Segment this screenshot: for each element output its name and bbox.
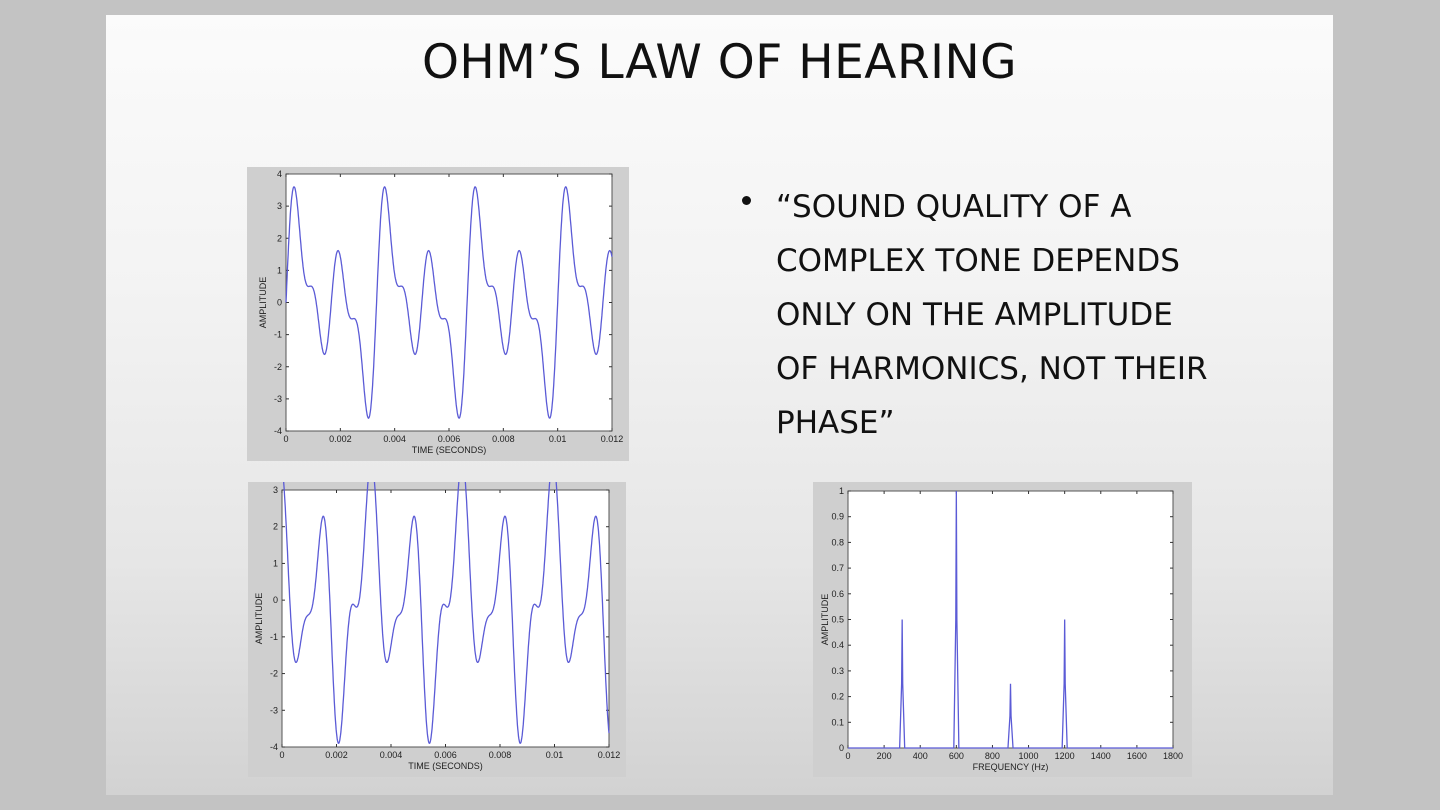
svg-text:3: 3 — [273, 485, 278, 495]
waveform-top-svg: 0 0.002 0.004 0.006 0.008 0.01 0.012 -4 -3 -2 -1 0 1… — [258, 169, 624, 455]
svg-text:2: 2 — [273, 522, 278, 532]
svg-text:TIME (SECONDS): TIME (SECONDS) — [412, 445, 487, 455]
spectrum-chart: 0 200 400 600 800 1000 1200 1400 1600 1800 0 0.1 0.2… — [813, 482, 1192, 777]
svg-text:-1: -1 — [274, 330, 282, 340]
svg-text:-4: -4 — [274, 426, 282, 436]
svg-text:0.8: 0.8 — [831, 537, 844, 547]
svg-text:-2: -2 — [270, 669, 278, 679]
slide-title: OHM’S LAW OF HEARING — [421, 35, 1018, 90]
bullet-icon — [742, 196, 751, 205]
svg-text:0.002: 0.002 — [329, 434, 352, 444]
svg-text:0: 0 — [845, 751, 850, 761]
svg-text:1200: 1200 — [1055, 751, 1075, 761]
quote-line: OF HARMONICS, NOT THEIR — [776, 351, 1208, 387]
svg-text:-4: -4 — [270, 742, 278, 752]
svg-text:3: 3 — [277, 201, 282, 211]
svg-text:1400: 1400 — [1091, 751, 1111, 761]
svg-text:800: 800 — [985, 751, 1000, 761]
svg-text:0.01: 0.01 — [549, 434, 567, 444]
waveform-bottom-svg: 0 0.002 0.004 0.006 0.008 0.01 0.012 -4 -3 -2 -1 0 1… — [254, 482, 621, 771]
svg-text:1800: 1800 — [1163, 751, 1183, 761]
svg-text:4: 4 — [277, 169, 282, 179]
svg-text:0.01: 0.01 — [546, 750, 564, 760]
svg-text:0.004: 0.004 — [380, 750, 403, 760]
svg-text:-1: -1 — [270, 632, 278, 642]
svg-text:0.012: 0.012 — [598, 750, 621, 760]
svg-text:0.6: 0.6 — [831, 589, 844, 599]
svg-text:0.008: 0.008 — [492, 434, 515, 444]
spectrum-svg: 0 200 400 600 800 1000 1200 1400 1600 1800 0 0.1 0.2… — [820, 486, 1183, 772]
svg-text:0.012: 0.012 — [601, 434, 624, 444]
svg-text:FREQUENCY (Hz): FREQUENCY (Hz) — [973, 762, 1049, 772]
svg-text:400: 400 — [913, 751, 928, 761]
svg-text:0.004: 0.004 — [383, 434, 406, 444]
svg-text:0.7: 0.7 — [831, 563, 844, 573]
svg-text:0.1: 0.1 — [831, 717, 844, 727]
quote-text: “SOUND QUALITY OF A COMPLEX TONE DEPENDS… — [776, 180, 1208, 450]
svg-text:0.4: 0.4 — [831, 640, 844, 650]
svg-text:0.9: 0.9 — [831, 512, 844, 522]
svg-text:0: 0 — [283, 434, 288, 444]
svg-text:0.5: 0.5 — [831, 615, 844, 625]
quote-line: PHASE” — [776, 405, 895, 441]
svg-text:0.006: 0.006 — [438, 434, 461, 444]
svg-text:2: 2 — [277, 233, 282, 243]
svg-text:0: 0 — [839, 743, 844, 753]
svg-text:1: 1 — [839, 486, 844, 496]
quote-line: ONLY ON THE AMPLITUDE — [776, 297, 1173, 333]
svg-text:600: 600 — [949, 751, 964, 761]
svg-text:-3: -3 — [274, 394, 282, 404]
svg-text:0.3: 0.3 — [831, 666, 844, 676]
svg-text:AMPLITUDE: AMPLITUDE — [254, 593, 264, 645]
quote-line: COMPLEX TONE DEPENDS — [776, 243, 1180, 279]
svg-text:1: 1 — [277, 265, 282, 275]
svg-text:1000: 1000 — [1019, 751, 1039, 761]
svg-text:-2: -2 — [274, 362, 282, 372]
svg-text:AMPLITUDE: AMPLITUDE — [820, 594, 830, 646]
svg-text:AMPLITUDE: AMPLITUDE — [258, 277, 268, 329]
svg-text:-3: -3 — [270, 705, 278, 715]
svg-text:1600: 1600 — [1127, 751, 1147, 761]
svg-text:0.008: 0.008 — [489, 750, 512, 760]
svg-text:0: 0 — [273, 595, 278, 605]
waveform-bottom-chart: 0 0.002 0.004 0.006 0.008 0.01 0.012 -4 -3 -2 -1 0 1… — [248, 482, 626, 777]
svg-text:0.002: 0.002 — [325, 750, 348, 760]
waveform-top-chart: 0 0.002 0.004 0.006 0.008 0.01 0.012 -4 -3 -2 -1 0 1… — [247, 167, 629, 461]
svg-text:TIME (SECONDS): TIME (SECONDS) — [408, 761, 483, 771]
svg-text:200: 200 — [877, 751, 892, 761]
svg-text:0.006: 0.006 — [434, 750, 457, 760]
quote-line: “SOUND QUALITY OF A — [776, 189, 1132, 225]
svg-text:0: 0 — [277, 298, 282, 308]
svg-text:0.2: 0.2 — [831, 692, 844, 702]
svg-text:1: 1 — [273, 558, 278, 568]
svg-text:0: 0 — [279, 750, 284, 760]
